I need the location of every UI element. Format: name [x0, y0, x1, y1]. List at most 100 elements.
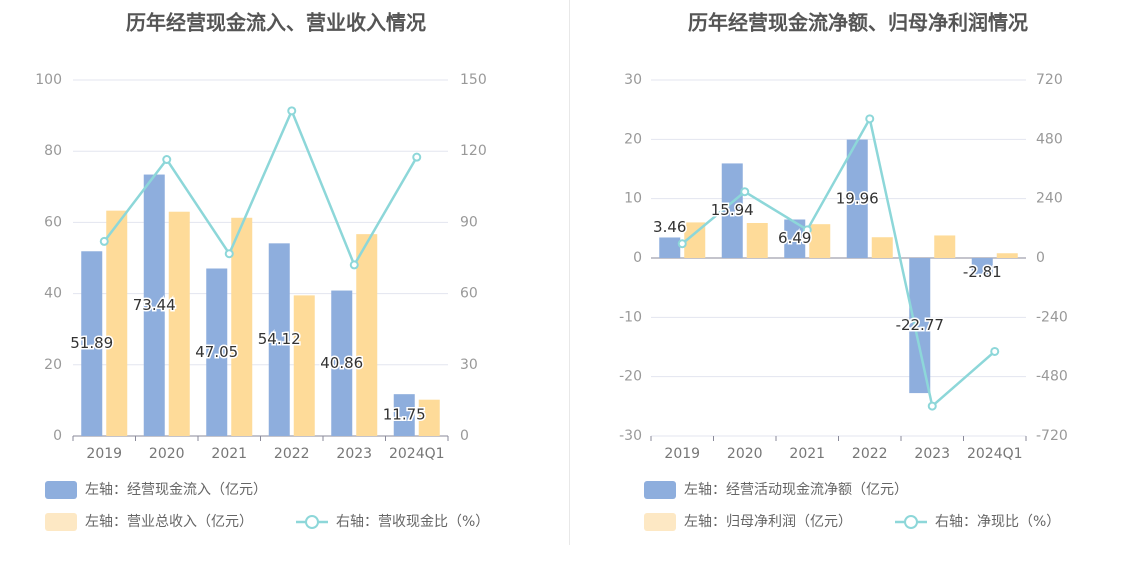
- bar-primary[interactable]: [206, 268, 228, 436]
- bar-primary[interactable]: [268, 243, 290, 436]
- x-tick-label: 2019: [664, 446, 700, 462]
- line-point[interactable]: [802, 225, 812, 235]
- x-tick-label: 2019: [86, 446, 122, 462]
- bar-primary[interactable]: [659, 237, 681, 258]
- line-point[interactable]: [224, 249, 234, 259]
- legend-item[interactable]: 左轴：营业总收入（亿元）: [45, 513, 253, 531]
- bar-primary[interactable]: [143, 174, 165, 437]
- line-series: [103, 107, 418, 268]
- y-right-tick-label: 150: [460, 72, 487, 88]
- y-right-tick-label: 90: [460, 214, 478, 230]
- line-point[interactable]: [740, 187, 750, 197]
- y-left-tick-label: 40: [44, 286, 62, 302]
- bar-primary[interactable]: [81, 251, 103, 436]
- y-left-tick-label: 60: [44, 214, 62, 230]
- y-left-tick-label: 20: [624, 131, 642, 147]
- y-left-tick-label: -30: [619, 428, 642, 444]
- legend-item[interactable]: 右轴：营收现金比（%）: [296, 514, 489, 530]
- y-left-tick-label: -10: [619, 309, 642, 325]
- legend-label: 右轴：营收现金比（%）: [336, 514, 489, 530]
- line-point[interactable]: [349, 260, 359, 270]
- data-label: 40.86: [320, 354, 363, 372]
- data-label: 6.49: [778, 229, 811, 247]
- y-left-tick-label: 0: [633, 250, 642, 266]
- data-label: 19.96: [836, 189, 879, 207]
- y-right-tick-label: 60: [460, 286, 478, 302]
- bar-secondary[interactable]: [871, 237, 893, 258]
- bar-secondary[interactable]: [934, 235, 956, 258]
- bar-secondary[interactable]: [293, 295, 315, 436]
- line-point[interactable]: [990, 346, 1000, 356]
- line-point[interactable]: [927, 401, 937, 411]
- bar-primary[interactable]: [784, 219, 806, 258]
- line-point[interactable]: [412, 152, 422, 162]
- y-left-tick-label: 10: [624, 191, 642, 207]
- x-tick-label: 2022: [852, 446, 888, 462]
- y-left-tick-label: 30: [624, 72, 642, 88]
- bar-secondary[interactable]: [231, 217, 253, 436]
- y-left-tick-label: 80: [44, 143, 62, 159]
- chart-2: 历年经营现金流净额、归母净利润情况 -30 -720 -20 -480 -10 -240 0 0…: [619, 11, 1068, 531]
- data-label: -2.81: [963, 263, 1002, 281]
- x-tick-label: 2023: [914, 446, 950, 462]
- y-left-tick-label: 20: [44, 357, 62, 373]
- chart-title: 历年经营现金流入、营业收入情况: [126, 11, 426, 35]
- line-point[interactable]: [677, 239, 687, 249]
- bar-primary[interactable]: [846, 139, 868, 258]
- line-series: [681, 115, 996, 409]
- legend-item[interactable]: 左轴：经营现金流入（亿元）: [45, 481, 267, 499]
- legend-item[interactable]: 左轴：归母净利润（亿元）: [644, 513, 852, 531]
- y-right-tick-label: 30: [460, 357, 478, 373]
- x-tick-label: 2023: [336, 446, 372, 462]
- line-point[interactable]: [287, 106, 297, 116]
- bar-secondary[interactable]: [356, 234, 378, 436]
- bar-primary[interactable]: [909, 258, 931, 394]
- y-left-tick-label: 100: [35, 72, 62, 88]
- legend-swatch: [644, 513, 676, 531]
- line-point[interactable]: [162, 155, 172, 165]
- data-label: 73.44: [133, 296, 176, 314]
- bar-secondary[interactable]: [809, 224, 831, 258]
- y-right-tick-label: 240: [1036, 191, 1063, 207]
- chart-title: 历年经营现金流净额、归母净利润情况: [688, 11, 1028, 35]
- bar-primary[interactable]: [721, 163, 743, 258]
- data-label: 15.94: [711, 201, 754, 219]
- x-tick-label: 2020: [727, 446, 763, 462]
- bar-primary[interactable]: [331, 290, 353, 436]
- y-right-tick-label: 480: [1036, 131, 1063, 147]
- bar-secondary[interactable]: [746, 222, 768, 258]
- bar-secondary[interactable]: [168, 211, 190, 436]
- bar-primary[interactable]: [393, 394, 415, 436]
- legend-label: 左轴：经营现金流入（亿元）: [85, 482, 267, 498]
- legend-swatch: [45, 481, 77, 499]
- y-right-tick-label: 0: [1036, 250, 1045, 266]
- line-point[interactable]: [865, 114, 875, 124]
- legend-item[interactable]: 右轴：净现比（%）: [895, 514, 1060, 530]
- legend-label: 左轴：营业总收入（亿元）: [85, 514, 253, 530]
- x-tick-label: 2021: [211, 446, 247, 462]
- chart-1: 历年经营现金流入、营业收入情况 0 0 20 30 40 60 60 90 80 120 100 150…: [35, 11, 489, 531]
- data-label: 54.12: [258, 330, 301, 348]
- x-tick-label: 2024Q1: [967, 446, 1023, 462]
- legend-swatch: [45, 513, 77, 531]
- y-left-tick-label: -20: [619, 369, 642, 385]
- x-tick-label: 2022: [274, 446, 310, 462]
- line-point[interactable]: [99, 236, 109, 246]
- legend-label: 左轴：归母净利润（亿元）: [684, 513, 852, 530]
- y-right-tick-label: 120: [460, 143, 487, 159]
- y-right-tick-label: -240: [1036, 309, 1068, 325]
- legend-label: 右轴：净现比（%）: [935, 514, 1060, 530]
- bar-secondary[interactable]: [996, 253, 1018, 258]
- bar-primary[interactable]: [971, 258, 993, 275]
- bar-secondary[interactable]: [418, 399, 440, 436]
- x-tick-label: 2021: [789, 446, 825, 462]
- legend-label: 左轴：经营活动现金流净额（亿元）: [684, 482, 908, 498]
- bar-secondary[interactable]: [106, 210, 128, 436]
- y-right-tick-label: -720: [1036, 428, 1068, 444]
- y-right-tick-label: -480: [1036, 369, 1068, 385]
- y-right-tick-label: 0: [460, 428, 469, 444]
- panel-divider: [569, 0, 570, 545]
- legend-item[interactable]: 左轴：经营活动现金流净额（亿元）: [644, 481, 908, 499]
- bar-secondary[interactable]: [684, 222, 706, 258]
